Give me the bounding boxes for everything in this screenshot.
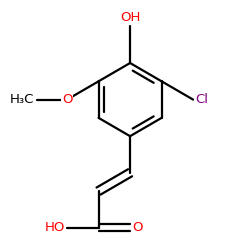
- Text: OH: OH: [120, 12, 140, 24]
- Text: Cl: Cl: [195, 93, 208, 106]
- Text: H₃C: H₃C: [10, 93, 34, 106]
- Text: O: O: [132, 221, 142, 234]
- Text: HO: HO: [45, 221, 65, 234]
- Text: O: O: [62, 93, 72, 106]
